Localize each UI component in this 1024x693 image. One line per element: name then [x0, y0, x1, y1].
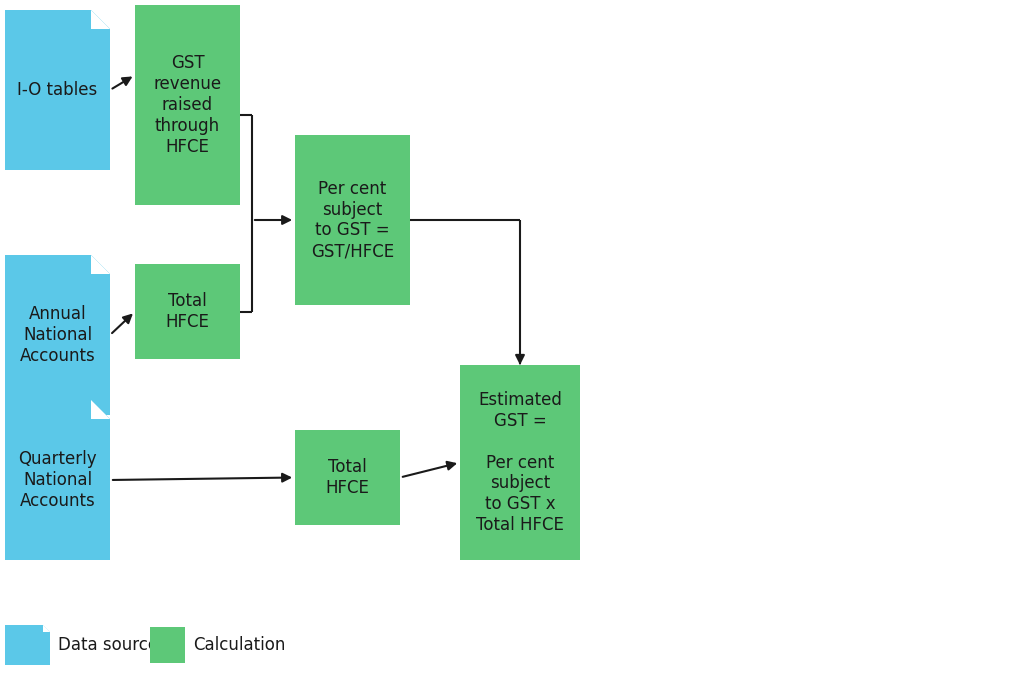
Polygon shape: [91, 10, 110, 29]
Text: Per cent
subject
to GST =
GST/HFCE: Per cent subject to GST = GST/HFCE: [311, 179, 394, 260]
Polygon shape: [91, 400, 110, 419]
Polygon shape: [5, 255, 110, 415]
Polygon shape: [5, 400, 110, 560]
Polygon shape: [43, 625, 50, 632]
Polygon shape: [91, 255, 110, 274]
Bar: [135, 5, 240, 205]
Bar: [135, 264, 240, 359]
Text: Data source: Data source: [58, 636, 158, 654]
Text: Annual
National
Accounts: Annual National Accounts: [19, 305, 95, 365]
Bar: [150, 627, 185, 663]
Text: Total
HFCE: Total HFCE: [326, 458, 370, 497]
Text: Quarterly
National
Accounts: Quarterly National Accounts: [18, 450, 97, 510]
Polygon shape: [5, 10, 110, 170]
Bar: [295, 135, 410, 305]
Bar: [460, 365, 580, 560]
Text: Total
HFCE: Total HFCE: [166, 292, 210, 331]
Text: Calculation: Calculation: [193, 636, 286, 654]
Text: GST
revenue
raised
through
HFCE: GST revenue raised through HFCE: [154, 54, 221, 156]
Bar: [295, 430, 400, 525]
Text: Estimated
GST =

Per cent
subject
to GST x
Total HFCE: Estimated GST = Per cent subject to GST …: [476, 391, 564, 534]
Polygon shape: [5, 625, 50, 665]
Text: I-O tables: I-O tables: [17, 81, 97, 99]
